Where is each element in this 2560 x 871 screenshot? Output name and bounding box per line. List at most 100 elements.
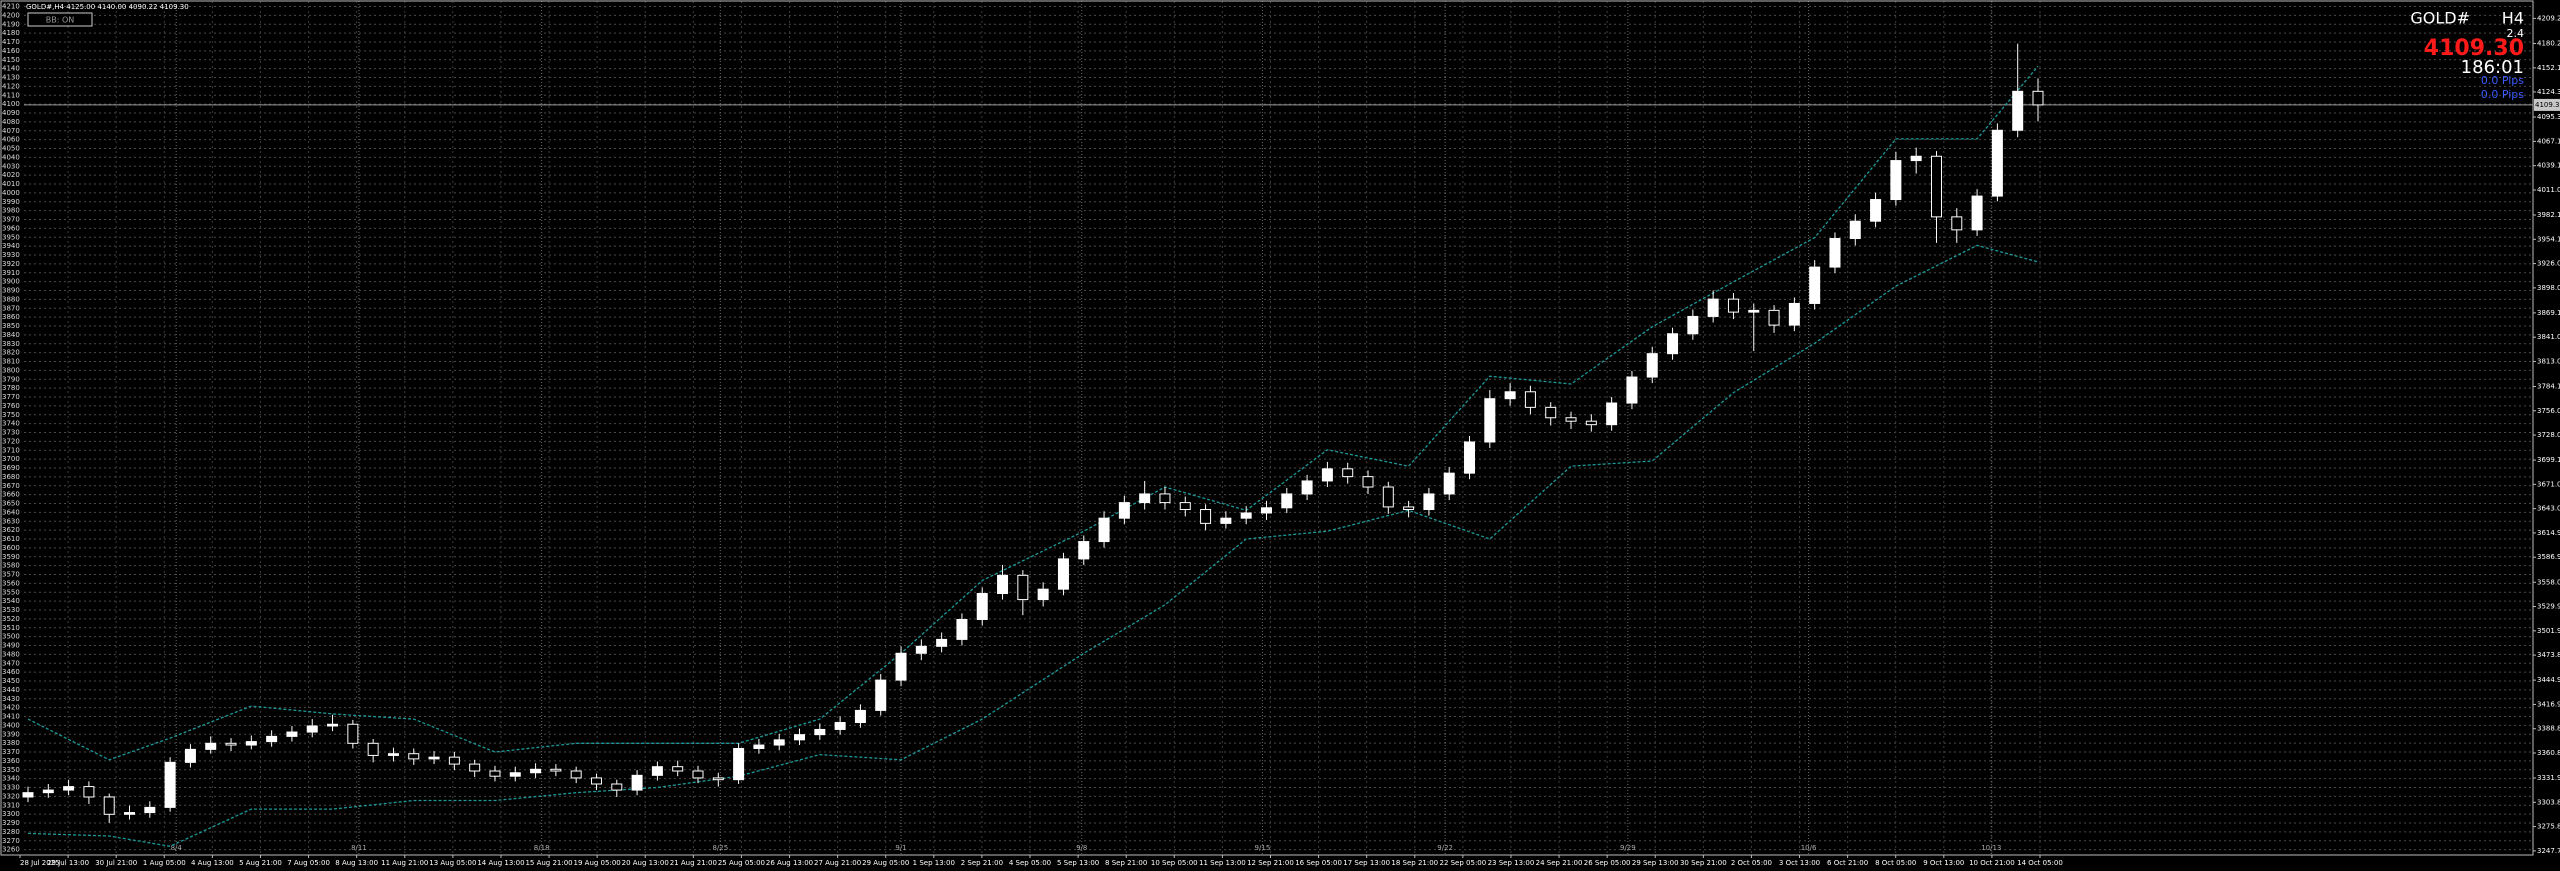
candle-body (1991, 129, 2003, 197)
left-tick-label: 3830 (2, 340, 20, 348)
candle-body (733, 748, 745, 781)
x-tick-label: 25 Aug 05:00 (718, 859, 765, 867)
info-price: 4109.30 (2424, 36, 2524, 61)
left-tick-label: 3710 (2, 446, 20, 454)
y-tick-label: 3444.95 (2537, 676, 2560, 684)
y-tick-label: 3756.05 (2537, 407, 2560, 415)
left-tick-label: 3970 (2, 216, 20, 224)
candle-body (448, 756, 460, 765)
left-tick-label: 3560 (2, 579, 20, 587)
week-label: 9/15 (1255, 844, 1271, 852)
candle-body (1626, 376, 1638, 404)
x-tick-label: 27 Aug 21:00 (814, 859, 861, 867)
candle-body (509, 772, 521, 777)
x-tick-label: 29 Aug 05:00 (862, 859, 909, 867)
x-tick-label: 3 Oct 13:00 (1779, 859, 1820, 867)
candle-body (1464, 441, 1476, 474)
x-tick-label: 1 Sep 13:00 (913, 859, 955, 867)
left-tick-label: 3730 (2, 429, 20, 437)
x-tick-label: 29 Jul 13:00 (47, 859, 89, 867)
left-tick-label: 3940 (2, 242, 20, 250)
candle-body (327, 723, 339, 727)
left-tick-label: 3480 (2, 650, 20, 658)
left-tick-label: 3700 (2, 455, 20, 463)
y-tick-label: 3954.10 (2537, 235, 2560, 243)
candle-body (814, 728, 826, 736)
week-label: 8/25 (712, 844, 728, 852)
info-timer: 186:01 (2461, 57, 2524, 78)
candle-body (1646, 353, 1658, 378)
candle-body (712, 777, 724, 781)
y-tick-label: 4180.20 (2537, 40, 2560, 48)
left-tick-label: 3780 (2, 384, 20, 392)
left-tick-label: 3390 (2, 730, 20, 738)
candle-body (875, 679, 887, 711)
candle-body (570, 770, 582, 779)
candle-body (1829, 238, 1841, 268)
bb-button[interactable] (27, 12, 93, 27)
y-tick-label: 3926.05 (2537, 260, 2560, 268)
info-pips: 0.0 Pips (2481, 74, 2524, 87)
left-tick-label: 3430 (2, 695, 20, 703)
candle-body (1362, 476, 1374, 488)
y-tick-label: 3558.00 (2537, 578, 2560, 586)
x-tick-label: 19 Aug 05:00 (574, 859, 621, 867)
candle-body (184, 748, 196, 763)
left-tick-label: 3580 (2, 562, 20, 570)
x-tick-label: 20 Aug 13:00 (622, 859, 669, 867)
left-tick-label: 3660 (2, 491, 20, 499)
left-tick-label: 4090 (2, 109, 20, 117)
week-label: 9/22 (1437, 844, 1453, 852)
left-tick-label: 3920 (2, 260, 20, 268)
x-tick-label: 8 Sep 21:00 (1105, 859, 1147, 867)
left-tick-label: 3770 (2, 393, 20, 401)
candle-body (1321, 468, 1333, 482)
left-tick-label: 3790 (2, 375, 20, 383)
left-tick-label: 3370 (2, 748, 20, 756)
y-tick-label: 3303.85 (2537, 798, 2560, 806)
candle-body (936, 638, 948, 647)
left-tick-label: 4020 (2, 171, 20, 179)
left-tick-label: 3850 (2, 322, 20, 330)
plot-frame (0, 0, 2534, 856)
left-tick-label: 4200 (2, 11, 20, 19)
bb-button-label[interactable]: BB: ON (46, 16, 75, 25)
price-label: 4109.30 (2535, 101, 2560, 109)
left-tick-label: 3880 (2, 295, 20, 303)
marks (22, 43, 2533, 847)
left-tick-label: 3460 (2, 668, 20, 676)
left-tick-label: 3650 (2, 500, 20, 508)
left-tick-label: 3680 (2, 473, 20, 481)
x-tick-label: 11 Aug 21:00 (381, 859, 428, 867)
x-tick-label: 14 Oct 05:00 (2017, 859, 2063, 867)
candle-body (550, 768, 562, 772)
left-tick-label: 3860 (2, 313, 20, 321)
x-tick-label: 23 Sep 13:00 (1488, 859, 1535, 867)
candle-body (164, 761, 176, 808)
x-tick-label: 5 Aug 21:00 (239, 859, 282, 867)
left-tick-label: 3340 (2, 775, 20, 783)
left-tick-label: 4110 (2, 91, 20, 99)
left-tick-label: 3870 (2, 304, 20, 312)
x-tick-label: 1 Aug 05:00 (143, 859, 186, 867)
candle-body (144, 806, 156, 814)
candle-body (915, 645, 927, 654)
week-label: 9/29 (1620, 844, 1636, 852)
y-tick-label: 3841.05 (2537, 333, 2560, 341)
candle-body (1930, 155, 1942, 218)
left-tick-label: 3950 (2, 233, 20, 241)
candle-body (245, 741, 257, 746)
candle-body (1748, 309, 1760, 313)
x-tick-label: 30 Sep 21:00 (1680, 859, 1727, 867)
left-tick-label: 3400 (2, 721, 20, 729)
x-tick-label: 24 Sep 21:00 (1536, 859, 1583, 867)
left-tick-label: 3470 (2, 659, 20, 667)
x-tick-label: 4 Sep 05:00 (1009, 859, 1051, 867)
x-tick-label: 26 Aug 13:00 (766, 859, 813, 867)
candle-body (367, 742, 379, 756)
candle-body (1423, 493, 1435, 511)
left-tick-label: 3900 (2, 278, 20, 286)
left-tick-label: 3550 (2, 588, 20, 596)
left-tick-label: 4030 (2, 162, 20, 170)
